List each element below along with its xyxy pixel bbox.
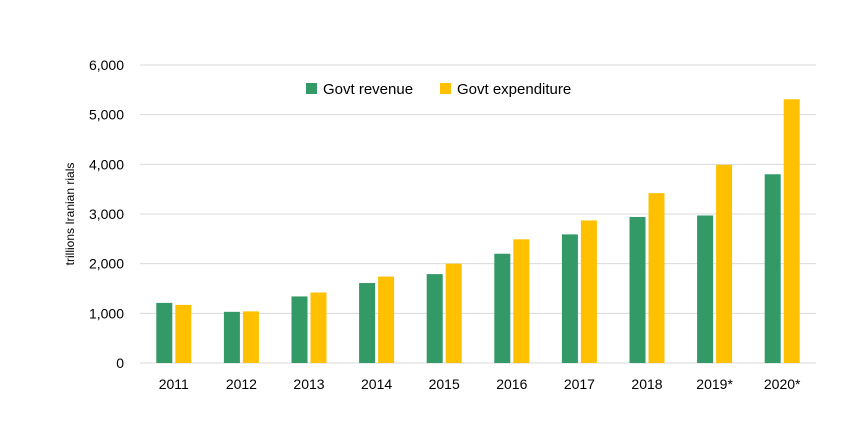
x-tick-label: 2011 bbox=[159, 376, 189, 392]
bar-govt-expenditure bbox=[242, 311, 259, 363]
bar-govt-revenue bbox=[156, 302, 173, 363]
y-tick-label: 4,000 bbox=[89, 156, 124, 172]
bar-govt-revenue bbox=[764, 174, 781, 363]
x-tick-label: 2016 bbox=[496, 376, 527, 392]
x-tick-label: 2012 bbox=[226, 376, 257, 392]
x-tick-label: 2015 bbox=[429, 376, 460, 392]
x-tick-label: 2019* bbox=[696, 376, 733, 392]
y-axis-ticks: 0 1,000 2,000 3,000 4,000 5,000 6,000 bbox=[89, 57, 124, 371]
y-tick-label: 3,000 bbox=[89, 206, 124, 222]
bar-govt-expenditure bbox=[175, 304, 192, 363]
legend: Govt revenue Govt expenditure bbox=[306, 81, 571, 98]
legend-swatch bbox=[306, 83, 317, 94]
y-axis-title: trillions Iranian rials bbox=[63, 163, 77, 266]
legend-swatch bbox=[440, 83, 451, 94]
x-tick-label: 2020* bbox=[764, 376, 801, 392]
y-tick-label: 2,000 bbox=[89, 256, 124, 272]
bar-govt-expenditure bbox=[716, 164, 733, 363]
bar-govt-expenditure bbox=[648, 193, 665, 363]
bar-govt-revenue bbox=[291, 296, 308, 363]
gridlines bbox=[140, 64, 816, 364]
y-tick-label: 6,000 bbox=[89, 57, 124, 73]
bar-govt-expenditure bbox=[580, 220, 597, 363]
x-tick-label: 2018 bbox=[631, 376, 662, 392]
x-tick-label: 2014 bbox=[361, 376, 392, 392]
bar-govt-expenditure bbox=[378, 276, 395, 363]
legend-label: Govt revenue bbox=[323, 81, 413, 98]
legend-label: Govt expenditure bbox=[457, 81, 571, 98]
bars bbox=[156, 99, 800, 364]
bar-govt-revenue bbox=[426, 274, 443, 363]
bar-govt-expenditure bbox=[783, 99, 800, 364]
x-axis-ticks: 2011 2012 2013 2014 2015 2016 2017 2018 2019* 202… bbox=[159, 376, 801, 392]
bar-govt-expenditure bbox=[310, 292, 327, 363]
bar-govt-revenue bbox=[359, 283, 376, 363]
bar-govt-revenue bbox=[223, 311, 240, 363]
y-tick-label: 5,000 bbox=[89, 107, 124, 123]
bar-govt-expenditure bbox=[513, 239, 530, 363]
y-tick-label: 1,000 bbox=[89, 305, 124, 321]
x-tick-label: 2017 bbox=[564, 376, 595, 392]
bar-govt-revenue bbox=[494, 253, 511, 363]
bar-govt-revenue bbox=[561, 234, 578, 363]
bar-govt-revenue bbox=[697, 215, 714, 363]
x-tick-label: 2013 bbox=[293, 376, 324, 392]
bar-govt-revenue bbox=[629, 216, 646, 363]
y-tick-label: 0 bbox=[116, 355, 124, 371]
bar-govt-expenditure bbox=[445, 263, 462, 363]
